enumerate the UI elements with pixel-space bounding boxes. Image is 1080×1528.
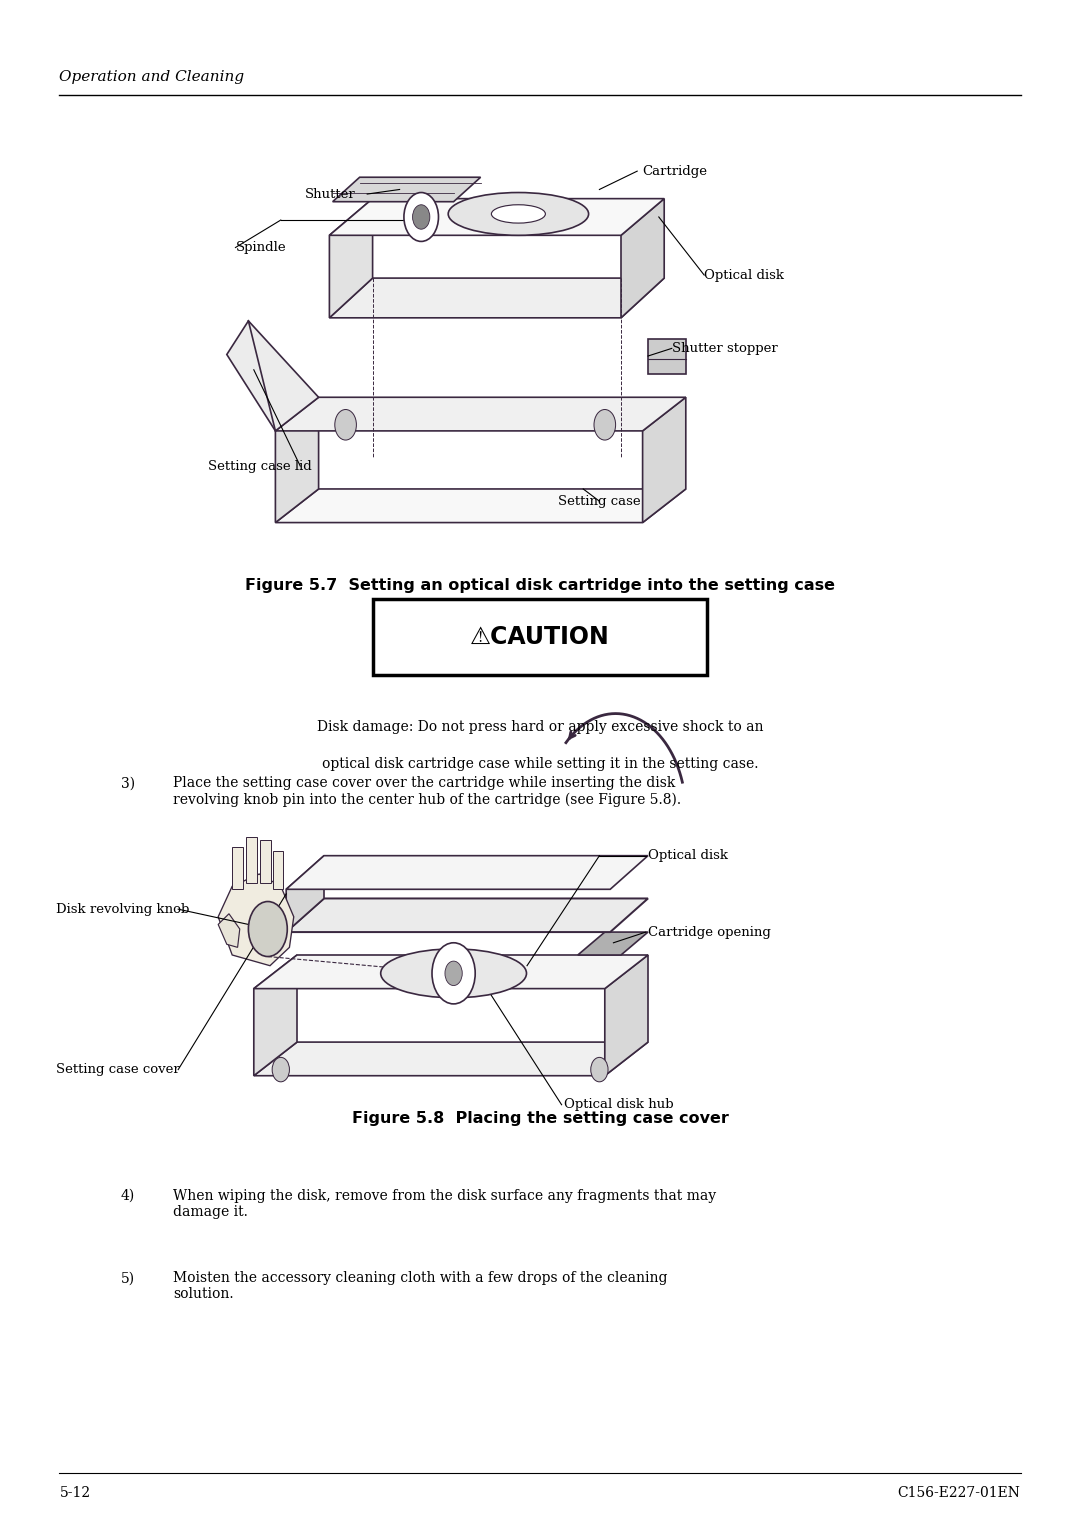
Circle shape: [432, 943, 475, 1004]
Text: Optical disk: Optical disk: [704, 269, 784, 281]
Polygon shape: [218, 914, 240, 947]
Polygon shape: [643, 397, 686, 523]
Ellipse shape: [491, 205, 545, 223]
Circle shape: [272, 1057, 289, 1082]
Text: Moisten the accessory cleaning cloth with a few drops of the cleaning
solution.: Moisten the accessory cleaning cloth wit…: [173, 1271, 667, 1302]
Text: When wiping the disk, remove from the disk surface any fragments that may
damage: When wiping the disk, remove from the di…: [173, 1189, 716, 1219]
Text: Disk damage: Do not press hard or apply excessive shock to an: Disk damage: Do not press hard or apply …: [316, 720, 764, 735]
Text: Spindle: Spindle: [235, 241, 286, 254]
Text: Figure 5.8  Placing the setting case cover: Figure 5.8 Placing the setting case cove…: [352, 1111, 728, 1126]
Polygon shape: [329, 278, 664, 318]
Text: optical disk cartridge case while setting it in the setting case.: optical disk cartridge case while settin…: [322, 756, 758, 772]
Text: Place the setting case cover over the cartridge while inserting the disk
revolvi: Place the setting case cover over the ca…: [173, 776, 680, 807]
Circle shape: [591, 1057, 608, 1082]
Polygon shape: [260, 840, 271, 883]
Text: Disk revolving knob: Disk revolving knob: [56, 903, 189, 915]
Text: Figure 5.7  Setting an optical disk cartridge into the setting case: Figure 5.7 Setting an optical disk cartr…: [245, 578, 835, 593]
Circle shape: [445, 961, 462, 986]
Polygon shape: [254, 955, 297, 1076]
Text: Shutter: Shutter: [305, 188, 355, 200]
Polygon shape: [333, 177, 481, 202]
Text: Operation and Cleaning: Operation and Cleaning: [59, 70, 244, 84]
Text: Optical disk hub: Optical disk hub: [564, 1099, 674, 1111]
Circle shape: [404, 193, 438, 241]
Text: 5-12: 5-12: [59, 1487, 91, 1500]
Ellipse shape: [380, 949, 527, 998]
Polygon shape: [286, 898, 648, 932]
Text: Setting case lid: Setting case lid: [208, 460, 312, 472]
Circle shape: [335, 410, 356, 440]
Polygon shape: [286, 856, 648, 889]
Polygon shape: [227, 321, 319, 431]
Polygon shape: [246, 837, 257, 883]
Text: 4): 4): [121, 1189, 135, 1203]
Circle shape: [413, 205, 430, 229]
Polygon shape: [275, 397, 319, 523]
Polygon shape: [275, 489, 686, 523]
Polygon shape: [254, 1042, 648, 1076]
Text: Optical disk: Optical disk: [648, 850, 728, 862]
Polygon shape: [254, 955, 648, 989]
Polygon shape: [232, 847, 243, 889]
Text: 3): 3): [121, 776, 135, 790]
Polygon shape: [648, 339, 686, 374]
Polygon shape: [329, 199, 373, 318]
Text: Setting case: Setting case: [558, 495, 642, 507]
FancyBboxPatch shape: [373, 599, 707, 675]
Polygon shape: [286, 856, 324, 932]
Text: Cartridge opening: Cartridge opening: [648, 926, 771, 938]
Polygon shape: [273, 851, 283, 889]
Polygon shape: [329, 199, 664, 235]
Circle shape: [594, 410, 616, 440]
Polygon shape: [621, 199, 664, 318]
Text: Cartridge: Cartridge: [643, 165, 707, 177]
Polygon shape: [275, 397, 686, 431]
Text: 5): 5): [121, 1271, 135, 1285]
Polygon shape: [578, 932, 648, 955]
Polygon shape: [218, 874, 294, 966]
Text: Shutter stopper: Shutter stopper: [672, 342, 778, 354]
Circle shape: [248, 902, 287, 957]
Text: ⚠CAUTION: ⚠CAUTION: [470, 625, 610, 649]
Text: C156-E227-01EN: C156-E227-01EN: [897, 1487, 1021, 1500]
Ellipse shape: [448, 193, 589, 235]
Polygon shape: [605, 955, 648, 1076]
Text: Setting case cover: Setting case cover: [56, 1063, 180, 1076]
